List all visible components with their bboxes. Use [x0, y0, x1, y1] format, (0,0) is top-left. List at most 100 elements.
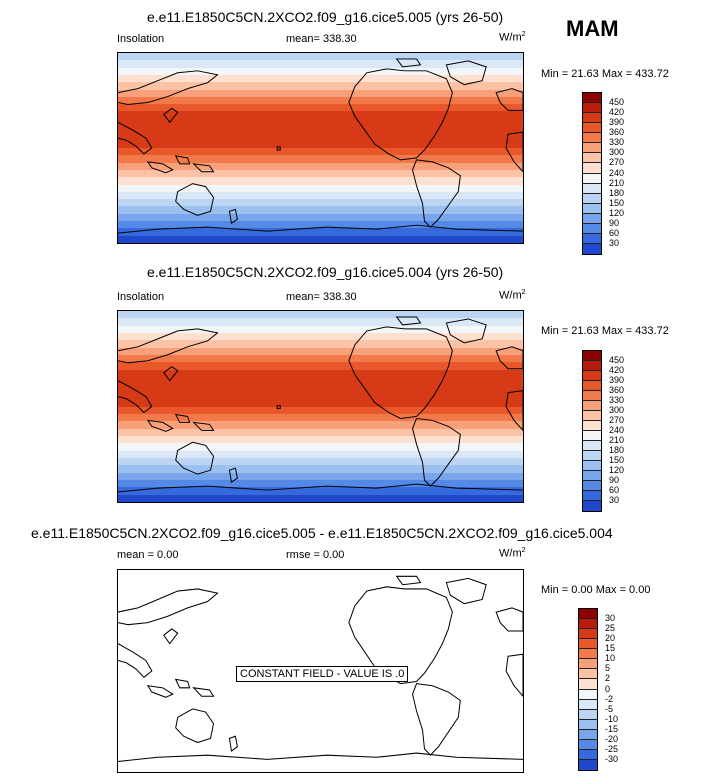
- colorbar-cell: [583, 461, 601, 471]
- colorbar-tick-label: 0: [605, 683, 611, 694]
- colorbar-cell: [583, 391, 601, 401]
- colorbar-tick-label: 90: [609, 217, 620, 228]
- colorbar-cell: [579, 619, 597, 630]
- colorbar-tick-label: 420: [609, 365, 625, 375]
- panel-3-minmax: Min = 0.00 Max = 0.00: [541, 584, 651, 596]
- zonal-band: [118, 429, 523, 436]
- coastline: [163, 107, 179, 124]
- colorbar-tick-label: 5: [605, 663, 611, 674]
- colorbar-tick-label: 300: [609, 147, 625, 158]
- zonal-band: [118, 407, 523, 414]
- colorbar-tick-label: 360: [609, 385, 625, 395]
- colorbar-tick-label: -10: [605, 713, 619, 724]
- colorbar-cell: [583, 203, 601, 214]
- colorbar-cell: [583, 213, 601, 224]
- panel-2-variable-label: Insolation: [117, 291, 165, 303]
- zonal-band: [118, 451, 523, 458]
- coastline: [276, 146, 281, 151]
- zonal-band: [118, 206, 523, 214]
- zonal-band: [118, 214, 523, 221]
- coastline-overlay: [118, 58, 523, 234]
- zonal-band: [118, 192, 523, 199]
- season-label: MAM: [566, 16, 619, 41]
- colorbar-cell: [583, 351, 601, 361]
- coastline: [505, 390, 523, 432]
- coastline: [445, 577, 487, 605]
- coastline: [395, 575, 422, 586]
- panel-2-colorbar: [582, 350, 602, 512]
- colorbar-tick-label: 90: [609, 475, 620, 485]
- colorbar-cell: [583, 491, 601, 501]
- zonal-band: [118, 148, 523, 155]
- colorbar-cell: [579, 729, 597, 740]
- coastline: [175, 183, 215, 216]
- colorbar-tick-label: 20: [605, 633, 616, 644]
- colorbar-tick-label: -30: [605, 753, 619, 764]
- zonal-band: [118, 104, 523, 111]
- coastline: [118, 224, 523, 234]
- zonal-band: [118, 495, 523, 502]
- colorbar-cell: [579, 669, 597, 680]
- zonal-band: [118, 326, 523, 333]
- colorbar-cell: [583, 411, 601, 421]
- colorbar-tick-label: 390: [609, 117, 625, 128]
- zonal-band: [118, 421, 523, 429]
- panel-1-colorbar: [582, 92, 602, 255]
- zonal-band: [118, 185, 523, 192]
- zonal-band: [118, 177, 523, 185]
- colorbar-cell: [579, 659, 597, 670]
- colorbar-cell: [579, 739, 597, 750]
- coastline: [163, 366, 179, 382]
- coastline: [395, 316, 422, 326]
- colorbar-cell: [579, 759, 597, 770]
- colorbar-cell: [583, 371, 601, 381]
- colorbar-tick-label: -15: [605, 723, 619, 734]
- zonal-band: [118, 340, 523, 348]
- coastline: [495, 607, 523, 632]
- coastline: [118, 588, 219, 626]
- coastline: [228, 208, 238, 225]
- coastline: [146, 685, 174, 698]
- coastline: [395, 58, 422, 68]
- zonal-band: [118, 133, 523, 141]
- coastline: [118, 121, 153, 155]
- coastline: [192, 421, 215, 431]
- colorbar-tick-label: 420: [609, 107, 625, 118]
- coastline: [276, 405, 281, 409]
- zonal-band: [118, 53, 523, 60]
- coastline: [412, 683, 461, 756]
- colorbar-tick-label: 150: [609, 197, 625, 208]
- coastline: [146, 161, 174, 174]
- colorbar-tick-label: 10: [605, 653, 616, 664]
- colorbar-cell: [583, 103, 601, 114]
- colorbar-cell: [583, 143, 601, 154]
- coastline: [118, 643, 153, 679]
- colorbar-cell: [579, 719, 597, 730]
- colorbar-tick-label: 120: [609, 465, 625, 475]
- zonal-band: [118, 90, 523, 97]
- colorbar-tick-label: 450: [609, 97, 625, 108]
- colorbar-cell: [583, 451, 601, 461]
- coastline: [118, 328, 219, 364]
- panel-1-variable-label: Insolation: [117, 33, 165, 45]
- panel-1-units: W/m2: [499, 31, 526, 44]
- colorbar-tick-label: 150: [609, 455, 625, 465]
- panel-1-title: e.e11.E1850C5CN.2XCO2.f09_g16.cice5.005 …: [147, 9, 504, 25]
- coastline: [175, 441, 215, 475]
- colorbar-tick-label: 120: [609, 207, 625, 218]
- coastline: [505, 131, 523, 173]
- coastline: [505, 653, 523, 698]
- panel-3-mean-label: mean = 0.00: [117, 549, 179, 561]
- coastline: [163, 628, 179, 645]
- colorbar-tick-label: 2: [605, 673, 611, 684]
- zonal-band: [118, 141, 523, 148]
- zonal-band: [118, 82, 523, 90]
- colorbar-cell: [583, 163, 601, 174]
- colorbar-tick-label: 60: [609, 227, 620, 238]
- colorbar-cell: [579, 709, 597, 720]
- colorbar-cell: [579, 689, 597, 700]
- zonal-band: [118, 75, 523, 82]
- colorbar-cell: [583, 233, 601, 244]
- panel-3-rmse-label: rmse = 0.00: [286, 549, 345, 561]
- coastline: [175, 708, 215, 744]
